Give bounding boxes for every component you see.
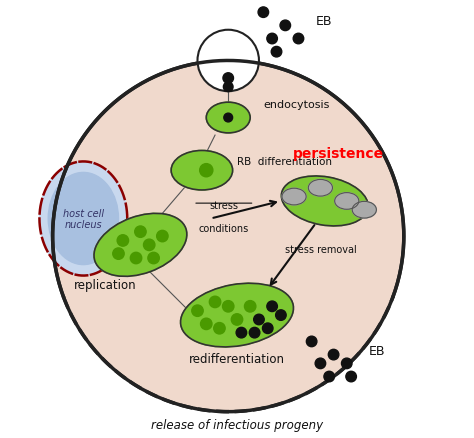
Ellipse shape — [282, 189, 306, 205]
Circle shape — [144, 240, 155, 251]
Circle shape — [53, 61, 404, 412]
Text: persistence: persistence — [292, 146, 383, 160]
Circle shape — [223, 74, 234, 84]
Circle shape — [201, 318, 212, 330]
Circle shape — [293, 34, 304, 45]
Circle shape — [113, 248, 124, 260]
Circle shape — [267, 301, 277, 312]
Circle shape — [148, 253, 159, 264]
Circle shape — [245, 301, 256, 312]
Circle shape — [306, 336, 317, 347]
Ellipse shape — [171, 151, 233, 191]
Circle shape — [263, 323, 273, 334]
Circle shape — [328, 350, 339, 360]
Text: host cell
nucleus: host cell nucleus — [63, 208, 104, 230]
Circle shape — [198, 31, 259, 92]
Ellipse shape — [352, 202, 376, 219]
Circle shape — [210, 297, 221, 308]
Text: replication: replication — [74, 278, 137, 291]
Circle shape — [324, 371, 335, 382]
Text: redifferentiation: redifferentiation — [189, 353, 285, 366]
Text: EB: EB — [316, 15, 333, 28]
Circle shape — [236, 328, 246, 338]
Ellipse shape — [181, 283, 293, 347]
Ellipse shape — [39, 162, 127, 276]
Circle shape — [346, 371, 356, 382]
Ellipse shape — [94, 214, 187, 277]
Circle shape — [271, 47, 282, 58]
Circle shape — [223, 83, 233, 92]
Ellipse shape — [282, 177, 368, 226]
Circle shape — [135, 226, 146, 238]
Text: stress removal: stress removal — [284, 245, 356, 254]
Circle shape — [267, 34, 277, 45]
Circle shape — [192, 305, 203, 317]
Circle shape — [276, 310, 286, 321]
Circle shape — [224, 114, 233, 123]
Text: RB  differentiation: RB differentiation — [237, 157, 332, 167]
Circle shape — [200, 164, 213, 177]
Circle shape — [280, 21, 291, 32]
Ellipse shape — [335, 193, 359, 210]
Circle shape — [214, 323, 225, 334]
Ellipse shape — [206, 103, 250, 134]
Circle shape — [341, 358, 352, 369]
Text: endocytosis: endocytosis — [264, 100, 330, 110]
Ellipse shape — [309, 180, 332, 197]
Circle shape — [117, 235, 128, 247]
Circle shape — [157, 231, 168, 242]
Circle shape — [222, 301, 234, 312]
Circle shape — [258, 8, 269, 18]
Circle shape — [130, 253, 142, 264]
Text: EB: EB — [369, 344, 385, 357]
Circle shape — [249, 328, 260, 338]
Circle shape — [315, 358, 326, 369]
Circle shape — [231, 314, 243, 325]
Circle shape — [254, 314, 264, 325]
Text: conditions: conditions — [199, 223, 249, 233]
Text: stress: stress — [210, 200, 238, 210]
Ellipse shape — [48, 173, 119, 265]
Text: release of infectious progeny: release of infectious progeny — [151, 418, 323, 431]
